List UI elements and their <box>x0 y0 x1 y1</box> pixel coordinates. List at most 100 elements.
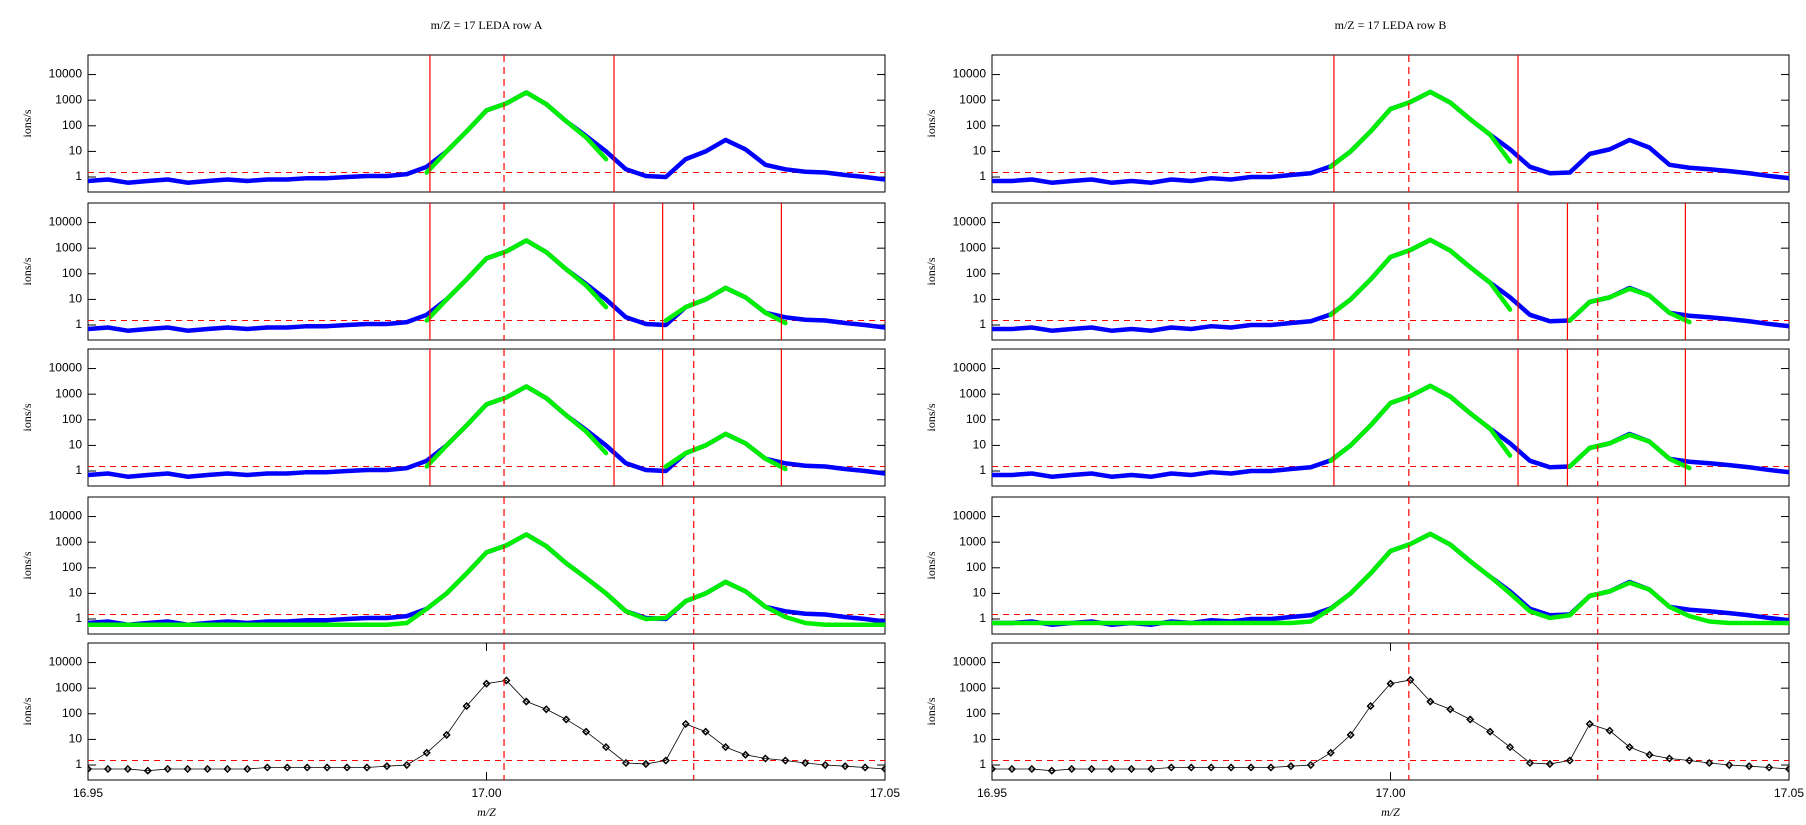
y-tick-label: 1 <box>75 169 82 183</box>
data-point <box>1007 764 1016 774</box>
y-tick-label: 10 <box>69 292 83 306</box>
y-tick-label: 100 <box>966 118 986 132</box>
x-axis-label: m/Z <box>1381 805 1400 819</box>
data-point <box>482 679 491 688</box>
data-point <box>303 763 312 772</box>
data-point <box>1406 675 1415 684</box>
data-point <box>1227 763 1236 772</box>
y-tick-label: 10 <box>973 292 987 306</box>
data-line <box>88 532 885 627</box>
y-tick-label: 10 <box>69 144 83 158</box>
plot-frame <box>87 642 886 781</box>
data-line <box>1328 383 1692 471</box>
data-point <box>621 758 631 768</box>
panel: 1 10 100 1000 10000 ions/s m/Z = 17 LEDA row B <box>924 18 1790 193</box>
data-point <box>1366 702 1375 711</box>
y-tick-label: 10 <box>69 438 83 452</box>
data-point <box>562 715 571 724</box>
data-point <box>123 764 132 774</box>
data-point <box>462 702 471 711</box>
data-point <box>661 756 670 765</box>
plot-frame <box>991 642 1790 781</box>
y-tick-label: 10 <box>973 732 987 746</box>
plot-area <box>992 55 1789 192</box>
y-tick-label: 100 <box>62 706 82 720</box>
data-line <box>424 384 788 472</box>
data-point <box>243 764 252 774</box>
plot-area <box>88 55 885 192</box>
chart-title: m/Z = 17 LEDA row B <box>1335 18 1447 32</box>
y-tick-label: 1000 <box>959 240 986 254</box>
y-axis-label: ions/s <box>20 109 34 137</box>
data-point <box>761 754 770 763</box>
y-axis-label: ions/s <box>20 257 34 285</box>
plot-frame <box>991 202 1790 341</box>
y-tick-label: 1000 <box>55 240 82 254</box>
panel: 1 10 100 1000 10000 16.95 17.00 17.05 ions/s m/Z <box>924 642 1804 819</box>
panel: 1 10 100 1000 10000 ions/s <box>924 202 1790 341</box>
panel: 1 10 100 1000 10000 16.95 17.00 17.05 ions/s m/Z <box>20 642 900 819</box>
data-point <box>781 756 790 765</box>
y-tick-label: 10000 <box>953 509 987 523</box>
data-point <box>681 719 690 729</box>
data-point <box>1745 762 1754 771</box>
chart-title: m/Z = 17 LEDA row A <box>431 18 543 32</box>
y-tick-label: 10000 <box>953 655 987 669</box>
y-tick-label: 100 <box>62 118 82 132</box>
data-point <box>1167 763 1176 772</box>
plot-area <box>992 203 1789 340</box>
y-tick-label: 10000 <box>49 655 83 669</box>
data-point <box>1426 697 1435 706</box>
data-point <box>880 764 885 774</box>
data-point <box>1725 760 1734 770</box>
y-tick-label: 1000 <box>959 534 986 548</box>
y-axis-label: ions/s <box>20 403 34 431</box>
panel: 1 10 100 1000 10000 ions/s m/Z = 17 LEDA row A <box>20 18 886 193</box>
data-point <box>601 743 611 752</box>
y-axis-label: ions/s <box>20 697 34 725</box>
panel: 1 10 100 1000 10000 ions/s <box>924 348 1790 487</box>
y-axis-label: ions/s <box>924 697 938 725</box>
data-point <box>342 763 352 772</box>
y-tick-label: 10 <box>973 144 987 158</box>
y-tick-label: 100 <box>62 560 82 574</box>
y-tick-label: 1 <box>979 463 986 477</box>
y-tick-label: 10 <box>973 438 987 452</box>
data-line <box>1328 237 1692 325</box>
y-tick-label: 10 <box>69 586 83 600</box>
x-axis-label: m/Z <box>477 805 496 819</box>
x-tick-label: 17.00 <box>1375 786 1405 800</box>
data-point <box>1525 758 1535 768</box>
data-point <box>1645 750 1654 759</box>
data-point <box>1685 756 1694 765</box>
data-point <box>1246 763 1256 772</box>
data-point <box>821 760 830 770</box>
data-point <box>542 705 551 714</box>
y-tick-label: 1 <box>75 757 82 771</box>
y-tick-label: 10000 <box>49 509 83 523</box>
y-tick-label: 1 <box>979 169 986 183</box>
data-point <box>801 758 810 768</box>
data-point <box>223 764 232 774</box>
data-point <box>1625 743 1634 752</box>
plot-frame <box>991 348 1790 487</box>
y-tick-label: 1 <box>75 611 82 625</box>
plot-area <box>88 349 885 486</box>
plot-frame <box>991 496 1790 635</box>
data-point <box>382 762 391 771</box>
data-point <box>1765 763 1774 772</box>
y-tick-label: 10 <box>69 732 83 746</box>
plot-frame <box>87 202 886 341</box>
data-point <box>203 764 212 774</box>
data-point <box>1306 760 1315 770</box>
data-point <box>522 697 531 706</box>
plot-area <box>88 643 885 780</box>
panel: 1 10 100 1000 10000 ions/s <box>20 496 886 635</box>
y-tick-label: 1 <box>979 757 986 771</box>
x-tick-label: 16.95 <box>73 786 103 800</box>
data-point <box>402 760 411 770</box>
data-point <box>641 759 650 769</box>
plot-area <box>992 643 1789 780</box>
connector <box>88 680 885 772</box>
